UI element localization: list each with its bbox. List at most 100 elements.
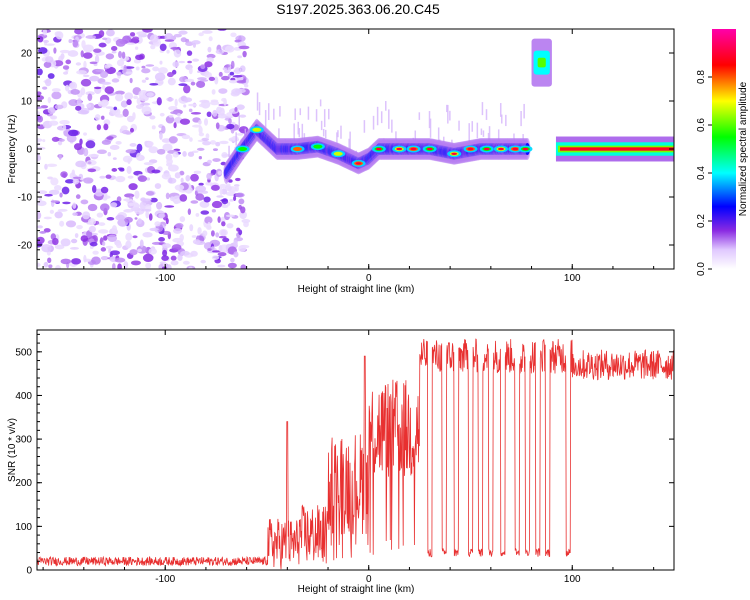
signal-spread	[294, 108, 296, 121]
noise-blob	[59, 220, 65, 227]
noise-blob	[146, 92, 154, 97]
noise-blob	[76, 224, 83, 230]
noise-blob	[212, 158, 221, 162]
noise-blob	[123, 64, 127, 73]
noise-blob	[143, 162, 154, 166]
noise-blob	[173, 33, 182, 38]
noise-blob	[187, 60, 192, 64]
noise-blob	[166, 158, 173, 165]
noise-blob	[188, 67, 193, 75]
noise-blob	[170, 255, 177, 261]
noise-blob	[167, 177, 177, 184]
snr-y-tick-label: 300	[15, 435, 32, 446]
noise-blob	[141, 79, 147, 83]
noise-blob	[51, 88, 61, 93]
noise-blob	[151, 169, 161, 174]
noise-blob	[161, 138, 172, 143]
noise-blob	[98, 42, 107, 48]
signal-spread	[336, 132, 338, 151]
noise-blob	[37, 106, 43, 110]
signal-peak	[426, 147, 433, 151]
noise-blob	[228, 79, 238, 84]
colorbar-tick-label: 0.2	[696, 214, 707, 228]
noise-blob	[60, 238, 71, 247]
noise-blob	[111, 51, 117, 54]
signal-spread	[520, 110, 522, 127]
noise-blob	[238, 45, 250, 50]
noise-blob	[111, 78, 120, 83]
noise-blob	[177, 112, 181, 117]
noise-blob	[62, 124, 67, 131]
snr-x-label: Height of straight line (km)	[298, 584, 415, 595]
noise-blob	[173, 49, 182, 58]
snr-y-tick-label: 200	[15, 478, 32, 489]
signal-peak	[410, 147, 417, 151]
signal-spread	[258, 102, 261, 116]
signal-peak	[375, 147, 382, 151]
noise-blob	[132, 36, 140, 41]
noise-blob	[105, 29, 115, 37]
noise-blob	[95, 69, 105, 72]
signal-spread	[499, 103, 502, 117]
noise-blob	[123, 198, 133, 202]
noise-blob	[145, 210, 150, 219]
noise-blob	[189, 224, 194, 232]
noise-blob	[229, 199, 234, 202]
noise-blob	[206, 159, 212, 164]
noise-blob	[37, 36, 44, 43]
noise-blob	[234, 185, 239, 192]
signal-peak	[522, 147, 529, 151]
noise-blob	[53, 47, 57, 54]
noise-blob	[68, 99, 79, 107]
noise-blob	[181, 134, 191, 140]
noise-blob	[85, 35, 97, 39]
noise-blob	[72, 178, 80, 185]
noise-blob	[141, 102, 151, 106]
signal-peak	[355, 162, 362, 165]
spectrogram-x-tick-label: -100	[155, 273, 175, 284]
noise-blob	[124, 216, 133, 223]
noise-blob	[136, 97, 141, 105]
noise-blob	[60, 258, 72, 265]
noise-blob	[158, 213, 165, 219]
snr-y-tick-label: 100	[15, 522, 32, 533]
colorbar-tick-label: 0.4	[696, 166, 707, 180]
noise-blob	[37, 115, 44, 123]
noise-blob	[70, 89, 80, 95]
signal-spread	[414, 130, 417, 145]
noise-blob	[149, 115, 156, 120]
noise-blob	[154, 221, 161, 227]
noise-blob	[37, 68, 43, 76]
noise-blob	[61, 186, 70, 195]
noise-blob	[175, 222, 184, 229]
noise-blob	[208, 36, 213, 42]
noise-blob	[200, 79, 209, 82]
noise-blob	[168, 105, 178, 111]
noise-blob	[183, 104, 187, 108]
noise-blob	[180, 250, 190, 256]
noise-blob	[114, 93, 124, 102]
noise-blob	[49, 209, 55, 214]
noise-blob	[128, 202, 136, 207]
noise-blob	[75, 62, 82, 66]
noise-blob	[111, 225, 118, 234]
noise-blob	[120, 125, 128, 131]
noise-blob	[136, 31, 147, 36]
noise-blob	[190, 81, 196, 86]
signal-peak	[451, 152, 458, 155]
spectrogram-y-tick-label: -20	[18, 241, 33, 252]
noise-blob	[83, 52, 93, 59]
noise-blob	[161, 255, 169, 261]
noise-blob	[188, 108, 193, 113]
noise-blob	[37, 111, 41, 116]
noise-blob	[47, 96, 52, 104]
noise-blob	[190, 200, 199, 204]
noise-blob	[115, 141, 122, 145]
signal-spread	[429, 118, 432, 138]
noise-blob	[37, 91, 42, 96]
noise-blob	[168, 136, 178, 144]
noise-blob	[236, 227, 241, 232]
noise-blob	[159, 43, 167, 52]
